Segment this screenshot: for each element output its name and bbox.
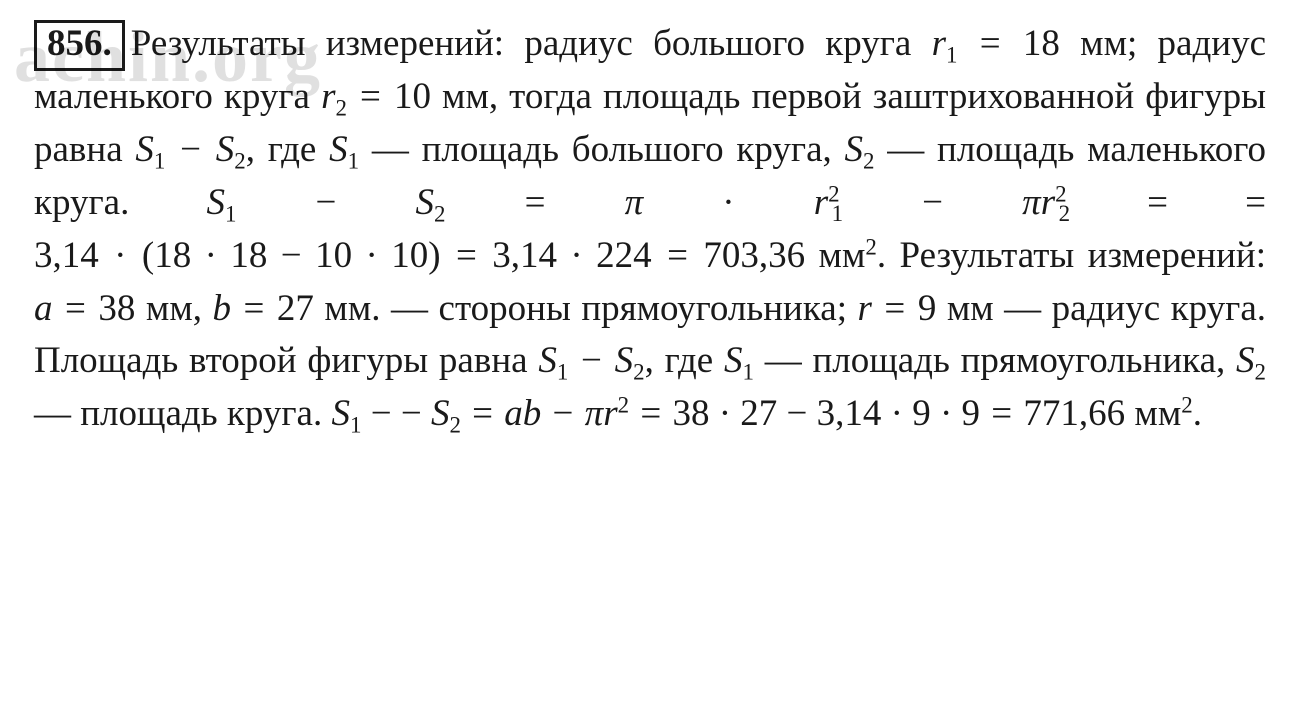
S2bs: 2 xyxy=(863,148,874,173)
par1: (18 · 18 − 10 · 10) xyxy=(142,235,441,276)
fcont: − xyxy=(401,393,431,434)
S1d: S xyxy=(724,340,743,381)
S1ds: 1 xyxy=(743,360,754,385)
eq5: = xyxy=(1245,182,1266,223)
rv1sub: 1 xyxy=(832,201,843,226)
num1a: 3,14 xyxy=(34,235,99,276)
eq2: = xyxy=(347,76,394,117)
rv2sub: 2 xyxy=(1059,201,1070,226)
S2c: S xyxy=(615,340,634,381)
S1cs: 1 xyxy=(557,360,568,385)
S2d: S xyxy=(1236,340,1255,381)
fn1: 38 · 27 − 3,14 · 9 · 9 xyxy=(672,393,980,434)
S2a: S xyxy=(216,129,235,170)
eq4: = xyxy=(1070,182,1168,223)
min3: − xyxy=(843,182,1022,223)
fmin2: − xyxy=(541,393,584,434)
mul2: · xyxy=(99,235,142,276)
dot_b: . — xyxy=(371,288,438,329)
var-r2: r xyxy=(321,76,335,117)
t-p6c: — радиус круга. xyxy=(994,288,1266,329)
S1as: 1 xyxy=(154,148,165,173)
eq3: = xyxy=(446,182,625,223)
eq6: = xyxy=(441,235,493,276)
rval: 9 мм xyxy=(918,288,994,329)
dot1: . xyxy=(877,235,886,276)
feq3: = xyxy=(980,393,1023,434)
eqa: = xyxy=(53,288,99,329)
t-p3: , где xyxy=(246,129,329,170)
min1: − xyxy=(165,129,215,170)
fpi: π xyxy=(585,393,604,434)
S1a: S xyxy=(135,129,154,170)
S2b: S xyxy=(845,129,864,170)
num1b: 3,14 · 224 xyxy=(492,235,651,276)
eqb: = xyxy=(231,288,277,329)
fS2s: 2 xyxy=(449,413,460,438)
aval: 38 мм xyxy=(98,288,192,329)
comma_a: , xyxy=(193,288,213,329)
pi1: π xyxy=(625,182,644,223)
lhs1b: S xyxy=(416,182,435,223)
rv1: r xyxy=(814,182,828,223)
frsup: 2 xyxy=(618,393,629,418)
fdot: . xyxy=(1193,393,1202,434)
rvar: r xyxy=(858,288,872,329)
sub-r2: 2 xyxy=(335,95,346,120)
S1b: S xyxy=(329,129,348,170)
t-p4: — площадь большого круга, xyxy=(359,129,844,170)
S1c: S xyxy=(538,340,557,381)
var-r1: r xyxy=(932,23,946,64)
val-r1: 18 мм xyxy=(1023,23,1127,64)
lhs1a: S xyxy=(206,182,225,223)
feq2: = xyxy=(629,393,672,434)
fS1: S xyxy=(331,393,350,434)
t-p9: — площадь прямоугольника, xyxy=(754,340,1236,381)
fS2: S xyxy=(431,393,450,434)
min4: − xyxy=(568,340,614,381)
mul1: · xyxy=(643,182,814,223)
t-p0: Результаты измерений: радиус большого кр… xyxy=(131,23,932,64)
min2: − xyxy=(236,182,415,223)
eqr: = xyxy=(872,288,918,329)
feq1: = xyxy=(461,393,504,434)
bval: 27 мм xyxy=(277,288,371,329)
lhs1bs: 2 xyxy=(434,201,445,226)
problem-number-box: 856. xyxy=(34,20,125,71)
t-p8: , где xyxy=(645,340,724,381)
eq7: = xyxy=(652,235,704,276)
num1c: 703,36 мм xyxy=(703,235,865,276)
t-p10: — площадь круга. xyxy=(34,393,331,434)
fr: r xyxy=(603,393,617,434)
t-p7: Площадь второй фигуры равна xyxy=(34,340,538,381)
S2cs: 2 xyxy=(633,360,644,385)
val-r2: 10 мм xyxy=(394,76,489,117)
problem-page: achin.org 856.Результаты измерений: ради… xyxy=(0,0,1300,465)
t-p6b: стороны прямоугольника; xyxy=(439,288,858,329)
fn2: 771,66 мм xyxy=(1023,393,1181,434)
sub-r1: 1 xyxy=(946,42,957,67)
bvar: b xyxy=(213,288,232,329)
fS1s: 1 xyxy=(350,413,361,438)
rv2: r xyxy=(1041,182,1055,223)
S1bs: 1 xyxy=(348,148,359,173)
avar: a xyxy=(34,288,53,329)
fa: a xyxy=(504,393,523,434)
fb: b xyxy=(523,393,542,434)
t-p6a: Результаты измерений: xyxy=(900,235,1266,276)
lhs1as: 1 xyxy=(225,201,236,226)
eq1: = xyxy=(957,23,1022,64)
fmin: − xyxy=(361,393,391,434)
problem-body: 856.Результаты измерений: радиус большог… xyxy=(34,18,1266,441)
sq1: 2 xyxy=(865,234,876,259)
S2as: 2 xyxy=(234,148,245,173)
fsq: 2 xyxy=(1181,393,1192,418)
S2ds: 2 xyxy=(1255,360,1266,385)
pi2: π xyxy=(1022,182,1041,223)
